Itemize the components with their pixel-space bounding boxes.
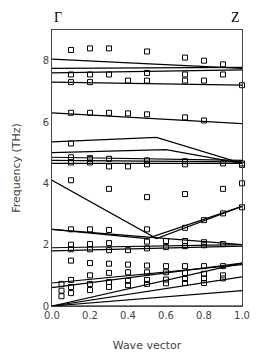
svg-text:0.8: 0.8 xyxy=(196,310,212,321)
svg-text:0.2: 0.2 xyxy=(82,310,98,321)
svg-text:0.6: 0.6 xyxy=(158,310,174,321)
svg-text:8: 8 xyxy=(43,55,49,66)
svg-text:6: 6 xyxy=(43,117,49,128)
svg-text:2: 2 xyxy=(43,239,49,250)
svg-text:Wave vector: Wave vector xyxy=(113,339,182,352)
svg-text:0.0: 0.0 xyxy=(44,310,60,321)
svg-text:Γ: Γ xyxy=(54,10,62,25)
svg-text:1.0: 1.0 xyxy=(234,310,250,321)
svg-text:4: 4 xyxy=(43,178,49,189)
svg-text:0: 0 xyxy=(43,301,49,312)
svg-text:Z: Z xyxy=(231,10,240,25)
svg-text:0.4: 0.4 xyxy=(120,310,136,321)
svg-text:Frequency (THz): Frequency (THz) xyxy=(10,123,23,213)
